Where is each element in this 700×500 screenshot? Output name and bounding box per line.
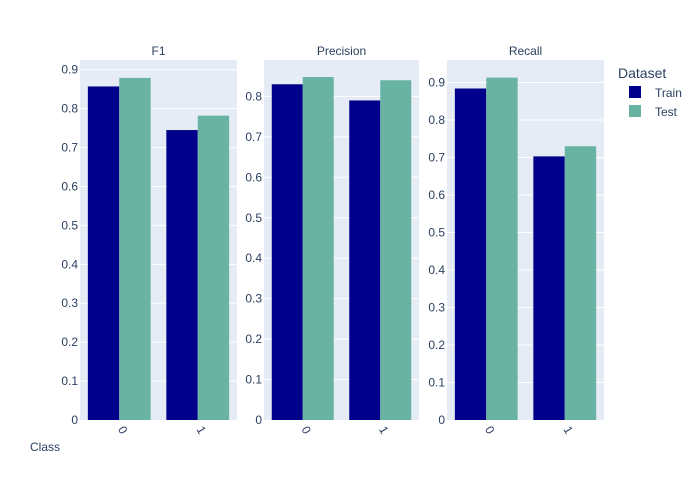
bar-test-class-0 (486, 77, 518, 420)
bar-test-class-1 (197, 115, 230, 420)
y-tick-label: 0.3 (245, 292, 262, 306)
bar-train-class-1 (166, 130, 198, 420)
y-tick-label: 0.7 (245, 130, 262, 144)
x-tick-label: 0 (298, 424, 314, 437)
legend-item-train[interactable]: Train (629, 86, 682, 100)
y-tick-label: 0.2 (245, 332, 262, 346)
y-tick-label: 0 (438, 413, 445, 427)
y-tick-label: 0.2 (61, 335, 78, 349)
bar-train-class-1 (349, 100, 381, 421)
y-tick-label: 0.6 (428, 188, 445, 202)
y-tick-label: 0.5 (428, 226, 445, 240)
x-tick-label: 0 (115, 424, 131, 437)
panel-title: F1 (151, 44, 165, 58)
y-tick-label: 0.4 (428, 263, 445, 277)
panel-title: Precision (317, 44, 366, 58)
y-tick-label: 0.9 (61, 63, 78, 77)
y-tick-label: 0.5 (61, 218, 78, 232)
y-tick-label: 0 (255, 413, 262, 427)
y-tick-label: 0.1 (428, 376, 445, 390)
legend-label-train: Train (655, 86, 682, 100)
y-tick-label: 0.1 (245, 373, 262, 387)
y-tick-label: 0.9 (428, 76, 445, 90)
y-tick-label: 0.6 (61, 179, 78, 193)
bar-test-class-0 (119, 77, 151, 420)
legend-item-test[interactable]: Test (629, 105, 678, 119)
y-tick-label: 0.4 (61, 257, 78, 271)
panel-f1: 0 0.1 0.2 0.3 0.4 0.5 0.6 0.7 0.8 0.9 0 1 F1 (61, 44, 237, 437)
y-tick-label: 0.4 (245, 251, 262, 265)
y-tick-label: 0.1 (61, 374, 78, 388)
legend[interactable]: Dataset Train Test (618, 65, 682, 119)
x-tick-label: 1 (376, 424, 392, 437)
y-tick-label: 0.7 (428, 151, 445, 165)
legend-title: Dataset (618, 65, 666, 81)
bar-test-class-0 (302, 76, 334, 420)
y-tick-label: 0.8 (428, 113, 445, 127)
x-axis-title: Class (30, 440, 60, 454)
y-tick-label: 0 (71, 413, 78, 427)
bar-train-class-0 (271, 84, 303, 421)
x-tick-label: 1 (193, 424, 209, 437)
y-tick-label: 0.8 (245, 89, 262, 103)
y-tick-label: 0.5 (245, 211, 262, 225)
panel-recall: 0 0.1 0.2 0.3 0.4 0.5 0.6 0.7 0.8 0.9 0 1 Recall (428, 44, 604, 437)
legend-swatch-train (629, 86, 641, 98)
y-tick-label: 0.3 (61, 296, 78, 310)
bar-train-class-0 (454, 88, 487, 420)
y-tick-label: 0.2 (428, 338, 445, 352)
y-tick-label: 0.6 (245, 170, 262, 184)
legend-label-test: Test (655, 105, 678, 119)
chart-panels: 00.10.20.30.40.50.60.70.80.90 1F100.10.20… (61, 44, 604, 437)
y-tick-label: 0.7 (61, 141, 78, 155)
bar-train-class-1 (533, 156, 565, 420)
bar-test-class-1 (380, 80, 412, 420)
panel-precision: 0 0.1 0.2 0.3 0.4 0.5 0.6 0.7 0.8 0 1 Precision (245, 44, 419, 437)
y-tick-label: 0.3 (428, 301, 445, 315)
legend-swatch-test (629, 105, 641, 117)
x-tick-label: 0 (482, 424, 498, 437)
x-tick-label: 1 (560, 424, 576, 437)
y-tick-label: 0.8 (61, 102, 78, 116)
bar-test-class-1 (564, 146, 597, 420)
bar-train-class-0 (87, 86, 120, 420)
panel-title: Recall (509, 44, 542, 58)
